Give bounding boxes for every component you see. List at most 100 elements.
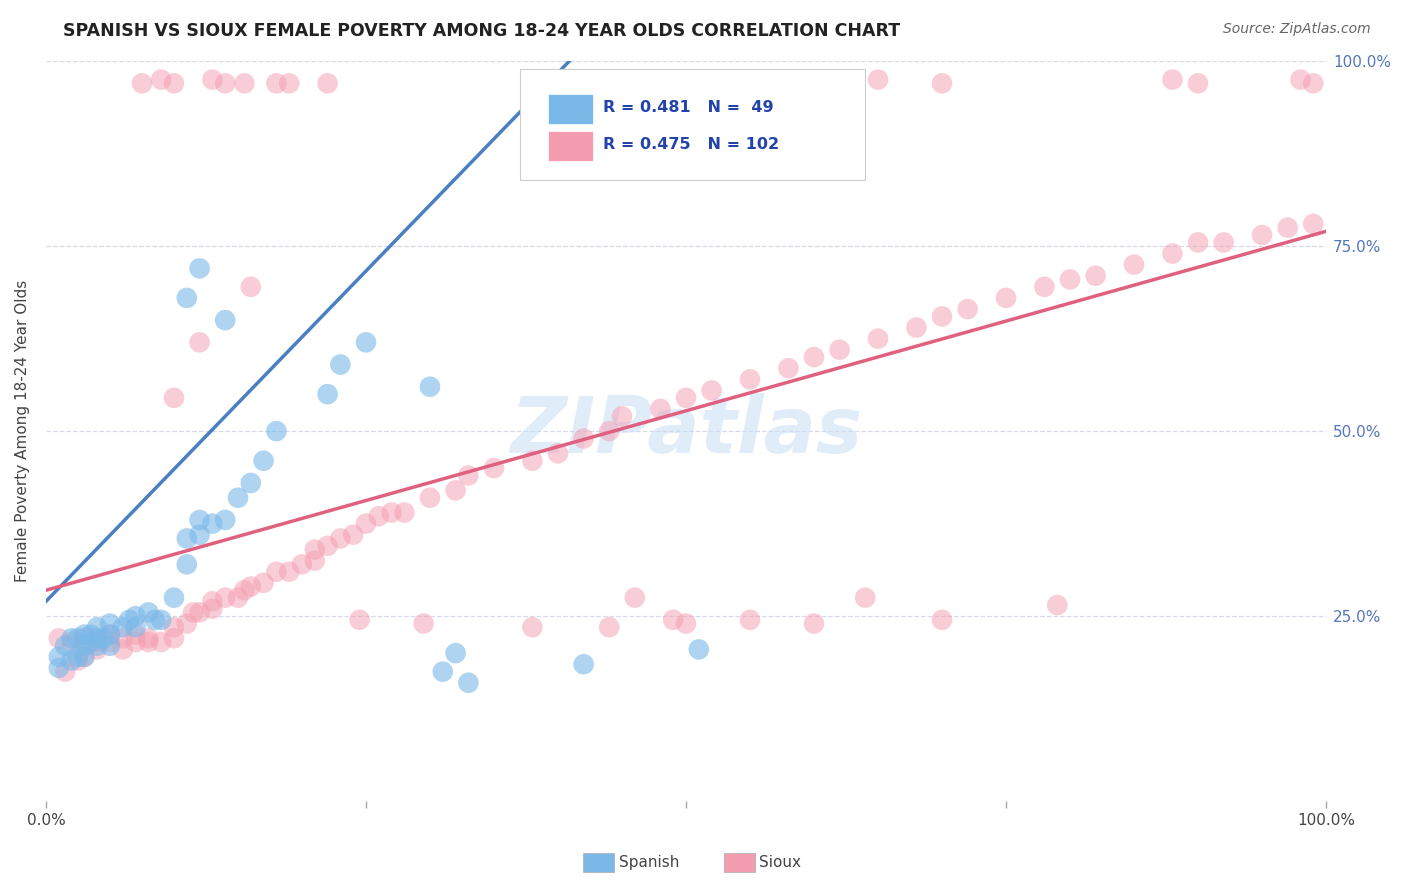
Point [381,506,404,520]
Point [163,620,186,634]
Point [662,613,685,627]
Point [181,606,204,620]
Point [931,76,953,90]
Point [1161,246,1184,260]
Point [412,616,434,631]
Point [86,635,108,649]
Point [304,542,326,557]
Point [138,632,160,646]
Point [522,620,544,634]
Point [98,627,121,641]
Point [1046,598,1069,612]
Point [53,665,76,679]
Point [457,468,479,483]
Point [266,76,288,90]
Point [138,635,160,649]
Point [522,454,544,468]
Point [367,509,389,524]
Point [214,591,236,605]
Point [201,72,224,87]
Point [48,661,70,675]
Text: Spanish: Spanish [619,855,679,870]
Point [803,616,825,631]
Point [278,76,301,90]
Point [93,632,115,646]
Point [572,432,595,446]
FancyBboxPatch shape [548,95,592,124]
Text: R = 0.481   N =  49: R = 0.481 N = 49 [603,100,773,114]
Point [86,639,108,653]
Point [150,72,173,87]
Point [188,335,211,350]
Point [66,654,89,668]
Point [176,558,198,572]
Point [419,380,441,394]
Point [53,639,76,653]
Point [624,591,647,605]
Point [86,632,108,646]
Point [239,580,262,594]
Point [86,642,108,657]
Point [1123,258,1146,272]
Point [73,639,96,653]
Point [188,527,211,541]
Point [610,409,633,424]
Point [124,609,146,624]
Point [853,591,876,605]
Point [252,575,274,590]
Point [239,475,262,490]
Point [1251,227,1274,242]
Point [419,491,441,505]
Point [1302,76,1324,90]
Point [688,642,710,657]
Point [163,391,186,405]
Point [1161,72,1184,87]
Point [86,620,108,634]
Point [1187,76,1209,90]
Point [444,483,467,498]
Point [866,72,889,87]
Point [598,424,620,438]
Point [188,261,211,276]
Point [163,76,186,90]
Point [482,461,505,475]
Point [931,613,953,627]
Point [98,635,121,649]
Point [266,565,288,579]
Point [778,361,800,376]
Point [291,558,314,572]
Point [66,632,89,646]
Point [176,616,198,631]
Text: R = 0.475   N = 102: R = 0.475 N = 102 [603,137,779,153]
Point [316,76,339,90]
Point [354,335,377,350]
Point [176,291,198,305]
Point [995,291,1018,305]
Point [1084,268,1107,283]
Point [650,401,672,416]
Text: SPANISH VS SIOUX FEMALE POVERTY AMONG 18-24 YEAR OLDS CORRELATION CHART: SPANISH VS SIOUX FEMALE POVERTY AMONG 18… [63,22,900,40]
Point [329,358,352,372]
Point [150,613,173,627]
Point [266,424,288,438]
Point [98,627,121,641]
Point [304,554,326,568]
Point [124,627,146,641]
Point [956,301,979,316]
Point [394,506,416,520]
Point [124,620,146,634]
Point [342,527,364,541]
Point [931,310,953,324]
Point [278,565,301,579]
Point [803,350,825,364]
Point [143,613,166,627]
Point [214,313,236,327]
Point [675,391,697,405]
Point [572,657,595,672]
Point [73,649,96,664]
Point [316,387,339,401]
Text: Source: ZipAtlas.com: Source: ZipAtlas.com [1223,22,1371,37]
Point [905,320,928,334]
Point [866,332,889,346]
Point [316,539,339,553]
